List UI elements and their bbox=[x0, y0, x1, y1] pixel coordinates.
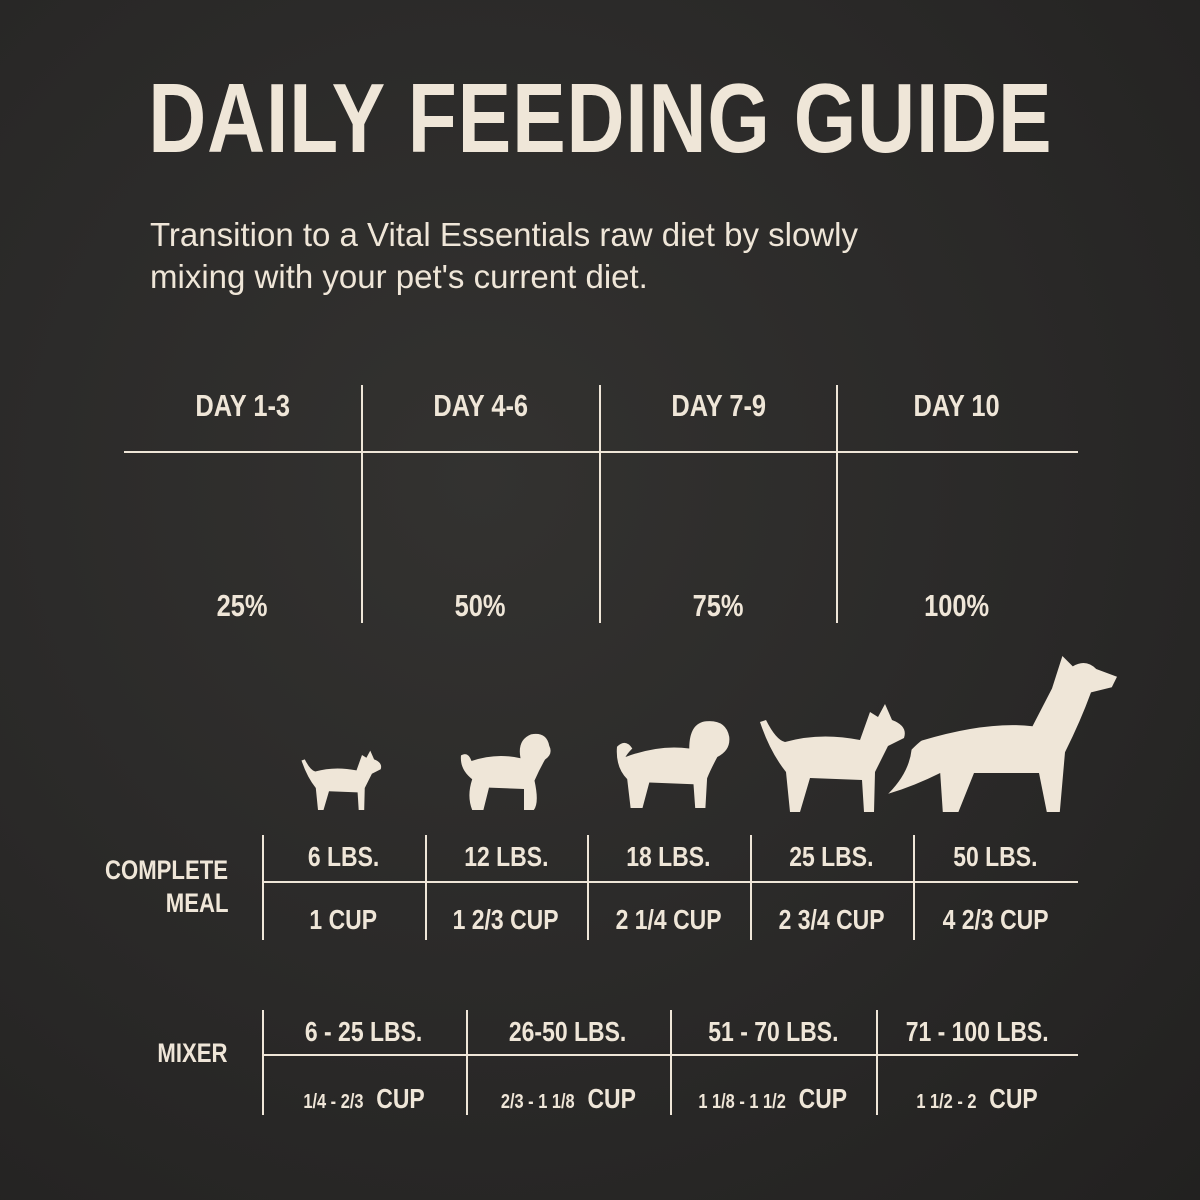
mixer-weight-cell: 51 - 70 LBS. bbox=[707, 1016, 839, 1047]
mixer-unit: CUP bbox=[798, 1083, 848, 1114]
mixer-weight-cell: 71 - 100 LBS. bbox=[905, 1016, 1049, 1047]
weight-cell: 18 LBS. bbox=[626, 841, 711, 872]
divider bbox=[836, 385, 838, 623]
chihuahua-icon bbox=[301, 750, 382, 810]
divider bbox=[425, 835, 427, 940]
mixer-amount-cell: 2/3 - 1 1/8 CUP bbox=[466, 1083, 670, 1118]
mixer-unit: CUP bbox=[989, 1083, 1038, 1114]
weight-cell: 50 LBS. bbox=[953, 841, 1038, 872]
cup-amount-cell: 2 3/4 CUP bbox=[778, 904, 885, 935]
mixer-label: MIXER bbox=[157, 1038, 228, 1068]
day-label: DAY 7-9 bbox=[671, 388, 766, 423]
divider bbox=[587, 835, 589, 940]
poodle-icon bbox=[460, 733, 551, 810]
day-label: DAY 4-6 bbox=[433, 388, 528, 423]
weight-cell: 12 LBS. bbox=[463, 841, 549, 872]
percent-label: 75% bbox=[693, 588, 744, 623]
weight-cell: 25 LBS. bbox=[789, 841, 874, 872]
mixer-amount: 2/3 - 1 1/8 bbox=[500, 1091, 575, 1113]
mixer-unit: CUP bbox=[376, 1083, 425, 1114]
weight-cell: 6 LBS. bbox=[307, 841, 380, 872]
divider bbox=[599, 385, 601, 623]
mixer-amount-cell: 1/4 - 2/3 CUP bbox=[262, 1083, 466, 1118]
percent-label: 100% bbox=[924, 588, 990, 623]
divider bbox=[262, 835, 264, 940]
mixer-weight-cell: 6 - 25 LBS. bbox=[305, 1016, 423, 1047]
divider bbox=[750, 835, 752, 940]
page-title: DAILY FEEDING GUIDE bbox=[147, 63, 1053, 173]
cup-amount-cell: 2 1/4 CUP bbox=[615, 904, 722, 935]
divider bbox=[262, 1010, 264, 1115]
day-label: DAY 10 bbox=[913, 388, 1001, 423]
mixer-amount: 1 1/8 - 1 1/2 bbox=[698, 1091, 787, 1113]
divider bbox=[361, 385, 363, 623]
subtitle: Transition to a Vital Essentials raw die… bbox=[150, 214, 1050, 298]
cup-amount-cell: 1 2/3 CUP bbox=[453, 904, 559, 935]
shepherd-icon bbox=[888, 656, 1117, 812]
pug-icon bbox=[616, 721, 730, 808]
percent-label: 50% bbox=[455, 588, 506, 623]
divider bbox=[670, 1010, 672, 1115]
mixer-amount: 1/4 - 2/3 bbox=[303, 1091, 364, 1113]
mixer-unit: CUP bbox=[587, 1083, 636, 1114]
subtitle-line: Transition to a Vital Essentials raw die… bbox=[150, 216, 858, 253]
percent-label: 25% bbox=[217, 588, 268, 623]
mixer-amount-cell: 1 1/8 - 1 1/2 CUP bbox=[670, 1083, 876, 1118]
day-label: DAY 1-3 bbox=[195, 388, 290, 423]
divider bbox=[124, 451, 1078, 453]
subtitle-line: mixing with your pet's current diet. bbox=[150, 258, 648, 295]
mixer-amount-cell: 1 1/2 - 2 CUP bbox=[876, 1083, 1078, 1118]
cup-amount-cell: 1 CUP bbox=[309, 904, 378, 935]
divider bbox=[262, 881, 1078, 883]
divider bbox=[876, 1010, 878, 1115]
complete-meal-label: COMPLETE MEAL bbox=[104, 855, 228, 918]
divider bbox=[913, 835, 915, 940]
cup-amount-cell: 4 2/3 CUP bbox=[942, 904, 1049, 935]
shiba-icon bbox=[760, 704, 905, 812]
mixer-weight-cell: 26-50 LBS. bbox=[509, 1016, 627, 1047]
divider bbox=[466, 1010, 468, 1115]
mixer-amount: 1 1/2 - 2 bbox=[916, 1091, 977, 1113]
